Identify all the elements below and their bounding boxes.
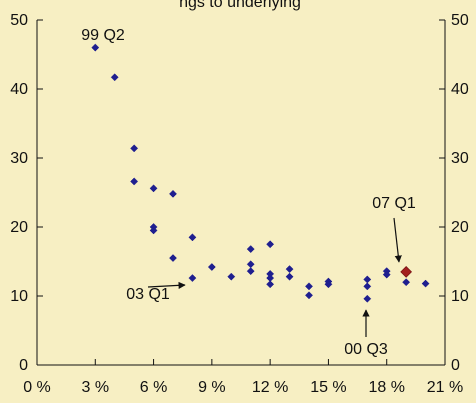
data-point — [305, 291, 313, 300]
left-y-tick-label: 30 — [10, 150, 28, 167]
annotation-arrow — [393, 217, 402, 263]
data-point — [130, 177, 139, 186]
chart-title-fragment: ngs to underlying — [179, 0, 301, 11]
annotation-arrow — [147, 281, 186, 289]
x-tick-label: 18 % — [368, 379, 404, 396]
data-point — [207, 263, 216, 271]
data-point — [363, 275, 372, 284]
right-y-tick-label: 50 — [451, 12, 469, 29]
right-y-tick-label: 20 — [451, 219, 469, 236]
x-tick-label: 3 % — [81, 379, 109, 396]
data-point — [382, 270, 391, 279]
x-tick-label: 9 % — [198, 379, 226, 396]
data-point — [324, 280, 333, 289]
right-y-tick-label: 10 — [451, 288, 469, 305]
data-point — [266, 240, 275, 249]
data-point — [421, 279, 430, 288]
highlight-data-point — [400, 265, 413, 278]
data-point — [188, 274, 197, 283]
x-tick-label: 6 % — [140, 379, 168, 396]
left-y-tick-label: 40 — [10, 81, 28, 98]
x-tick-label: 15 % — [310, 379, 346, 396]
data-point — [285, 272, 294, 281]
annotation-label: 07 Q1 — [372, 195, 416, 212]
data-point — [110, 73, 119, 82]
data-point — [246, 267, 255, 276]
data-point — [363, 294, 372, 303]
data-point — [305, 282, 313, 291]
x-tick-label: 21 % — [427, 379, 463, 396]
annotation-label: 03 Q1 — [126, 286, 170, 303]
data-point — [149, 226, 158, 235]
data-point — [169, 189, 177, 198]
data-point — [91, 43, 100, 52]
right-y-tick-label: 0 — [451, 357, 460, 374]
data-point — [402, 278, 411, 287]
data-point — [188, 233, 197, 242]
annotation-label: 00 Q3 — [344, 341, 388, 358]
data-point — [246, 260, 255, 269]
data-point — [169, 254, 177, 263]
right-y-tick-label: 40 — [451, 81, 469, 98]
data-point — [227, 272, 236, 281]
left-y-tick-label: 0 — [19, 357, 28, 374]
data-point — [246, 245, 255, 254]
data-point — [130, 144, 139, 153]
x-tick-label: 12 % — [252, 379, 288, 396]
left-y-tick-label: 10 — [10, 288, 28, 305]
annotation-label: 99 Q2 — [81, 27, 125, 44]
data-point — [266, 280, 275, 289]
data-point — [149, 184, 158, 193]
left-y-tick-label: 20 — [10, 219, 28, 236]
data-point — [285, 265, 294, 274]
left-y-tick-label: 50 — [10, 12, 28, 29]
data-point — [363, 282, 372, 291]
right-y-tick-label: 30 — [451, 150, 469, 167]
x-tick-label: 0 % — [23, 379, 51, 396]
